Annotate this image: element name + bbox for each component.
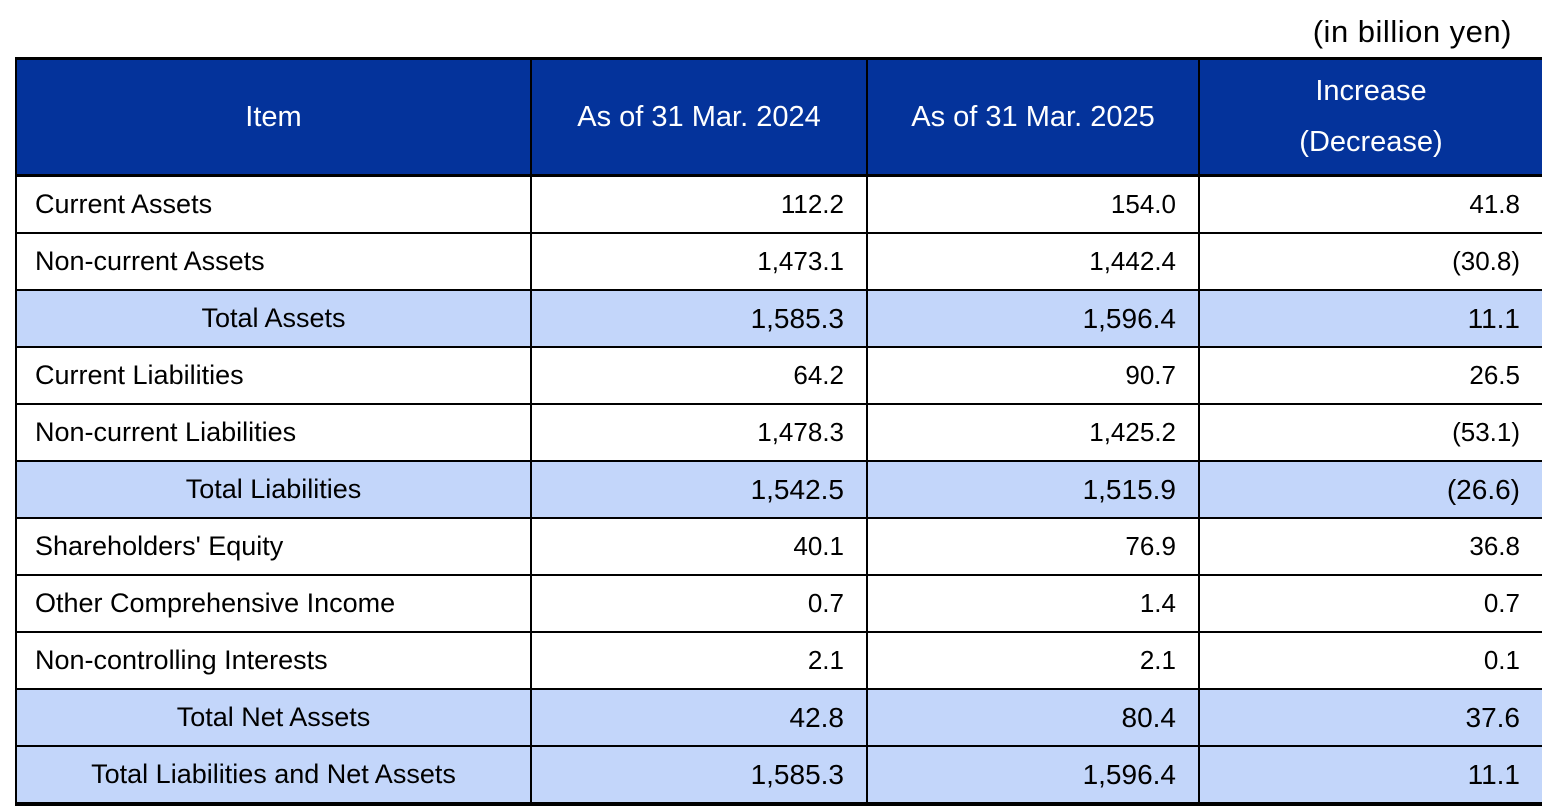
table-row-non-current-assets: Non-current Assets 1,473.1 1,442.4 (30.8… <box>17 234 1542 291</box>
header-item: Item <box>17 60 532 174</box>
value-2025: 1,596.4 <box>868 747 1200 802</box>
value-change: 26.5 <box>1469 360 1520 390</box>
value-2024: 0.7 <box>532 576 868 631</box>
value-2025: 90.7 <box>868 348 1200 403</box>
table-row-non-controlling-interests: Non-controlling Interests 2.1 2.1 0.1 <box>17 633 1542 690</box>
value-change: 11.1 <box>1467 758 1520 790</box>
value-2024: 64.2 <box>532 348 868 403</box>
table-header-row: Item As of 31 Mar. 2024 As of 31 Mar. 20… <box>17 60 1542 177</box>
value-2024: 2.1 <box>532 633 868 688</box>
row-label: Other Comprehensive Income <box>17 576 532 631</box>
table-row-other-comprehensive-income: Other Comprehensive Income 0.7 1.4 0.7 <box>17 576 1542 633</box>
header-as-of-2025: As of 31 Mar. 2025 <box>868 60 1200 174</box>
row-label: Total Liabilities <box>17 462 532 517</box>
row-label: Non-current Assets <box>17 234 532 289</box>
table-row-shareholders-equity: Shareholders' Equity 40.1 76.9 36.8 <box>17 519 1542 576</box>
value-change: 41.8 <box>1469 189 1520 219</box>
value-change: (53.1) <box>1452 417 1520 447</box>
value-2025: 1,515.9 <box>868 462 1200 517</box>
value-change: 0.7 <box>1483 588 1520 618</box>
value-2024: 1,585.3 <box>532 747 868 802</box>
table-row-total-assets: Total Assets 1,585.3 1,596.4 11.1 <box>17 291 1542 348</box>
value-2025: 80.4 <box>868 690 1200 745</box>
value-2025: 1,596.4 <box>868 291 1200 346</box>
value-change: 0.1 <box>1483 645 1520 675</box>
header-increase-line2: (Decrease) <box>1299 126 1443 158</box>
row-label: Total Liabilities and Net Assets <box>17 747 532 802</box>
value-2025: 2.1 <box>868 633 1200 688</box>
value-2024: 1,478.3 <box>532 405 868 460</box>
table-row-total-net-assets: Total Net Assets 42.8 80.4 37.6 <box>17 690 1542 747</box>
value-change: 11.1 <box>1467 302 1520 334</box>
row-label: Total Net Assets <box>17 690 532 745</box>
value-change: 36.8 <box>1469 531 1520 561</box>
value-2024: 42.8 <box>532 690 868 745</box>
value-2025: 1,442.4 <box>868 234 1200 289</box>
table-body: Current Assets 112.2 154.0 41.8 Non-curr… <box>17 177 1542 802</box>
header-increase-decrease: Increase (Decrease) <box>1200 60 1542 174</box>
value-2025: 154.0 <box>868 177 1200 232</box>
header-increase-line1: Increase <box>1315 75 1427 107</box>
value-change: (26.6) <box>1446 473 1520 505</box>
value-2024: 1,473.1 <box>532 234 868 289</box>
value-2025: 1.4 <box>868 576 1200 631</box>
table-row-non-current-liabilities: Non-current Liabilities 1,478.3 1,425.2 … <box>17 405 1542 462</box>
row-label: Total Assets <box>17 291 532 346</box>
unit-note: (in billion yen) <box>1312 14 1512 49</box>
header-as-of-2024: As of 31 Mar. 2024 <box>532 60 868 174</box>
value-2024: 40.1 <box>532 519 868 574</box>
value-change: (30.8) <box>1452 246 1520 276</box>
row-label: Non-current Liabilities <box>17 405 532 460</box>
row-label: Current Liabilities <box>17 348 532 403</box>
value-2025: 76.9 <box>868 519 1200 574</box>
row-label: Non-controlling Interests <box>17 633 532 688</box>
value-change: 37.6 <box>1465 701 1521 733</box>
table-row-current-liabilities: Current Liabilities 64.2 90.7 26.5 <box>17 348 1542 405</box>
value-2024: 112.2 <box>532 177 868 232</box>
row-label: Shareholders' Equity <box>17 519 532 574</box>
row-label: Current Assets <box>17 177 532 232</box>
value-2025: 1,425.2 <box>868 405 1200 460</box>
table-row-total-liabilities: Total Liabilities 1,542.5 1,515.9 (26.6) <box>17 462 1542 519</box>
value-2024: 1,585.3 <box>532 291 868 346</box>
value-2024: 1,542.5 <box>532 462 868 517</box>
table-row-total-liabilities-and-net-assets: Total Liabilities and Net Assets 1,585.3… <box>17 747 1542 802</box>
balance-sheet-table: Item As of 31 Mar. 2024 As of 31 Mar. 20… <box>15 57 1542 806</box>
table-row-current-assets: Current Assets 112.2 154.0 41.8 <box>17 177 1542 234</box>
